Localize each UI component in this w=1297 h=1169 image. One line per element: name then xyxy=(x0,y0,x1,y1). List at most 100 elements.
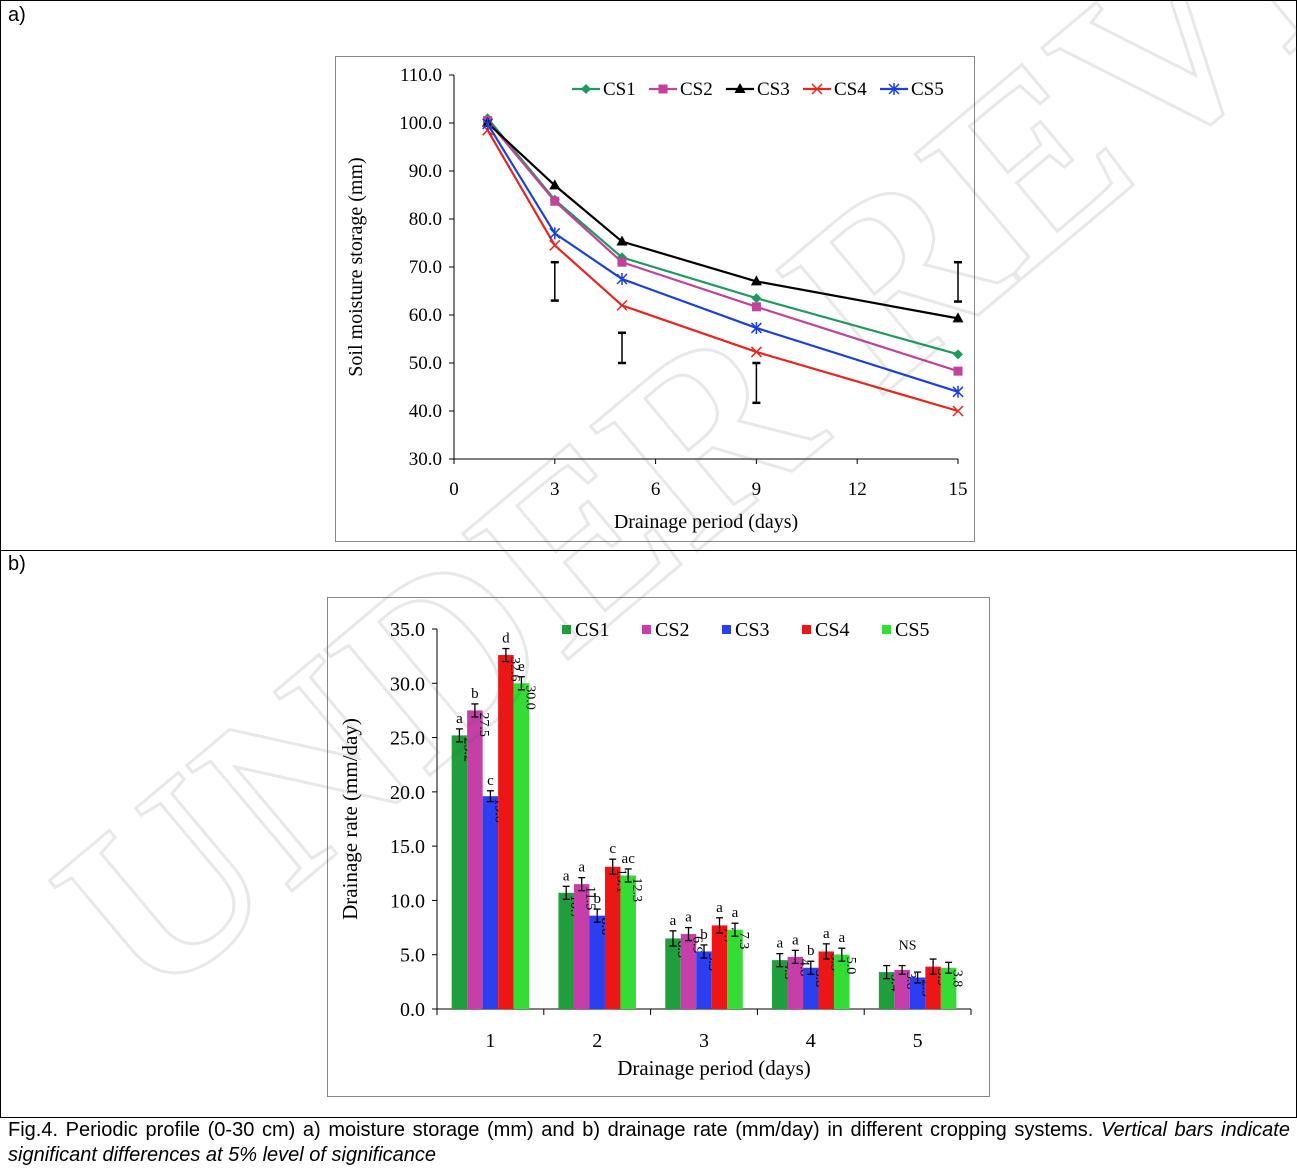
chart-a-y-tick-label: 80.0 xyxy=(409,209,442,230)
chart-b-legend-label: CS4 xyxy=(815,619,849,641)
chart-a-x-tick-label: 0 xyxy=(449,479,459,500)
panel-b-label: b) xyxy=(8,553,26,575)
chart-a-point xyxy=(616,273,628,285)
panel-a-label: a) xyxy=(8,4,26,26)
chart-b-bar-cs4 xyxy=(498,655,514,1009)
chart-a-legend-item-cs3: CS3 xyxy=(726,79,790,100)
chart-b-bar-cs5 xyxy=(940,967,957,1009)
chart-a-y-tick-label: 50.0 xyxy=(409,353,442,374)
caption-italic: Vertical bars indicate significant diffe… xyxy=(8,1119,1290,1166)
chart-b-bar-cs2 xyxy=(573,884,590,1009)
chart-a-legend-label: CS2 xyxy=(680,79,713,100)
chart-b-significance-letter: a xyxy=(732,905,739,921)
chart-b-legend-swatch xyxy=(642,625,651,634)
chart-a-point xyxy=(952,405,964,417)
chart-b-significance-letter: a xyxy=(823,926,830,942)
chart-b-bar-value-label: 11.5 xyxy=(583,886,598,910)
chart-b-bar-cs1 xyxy=(665,938,681,1009)
chart-b-group-5: 3.43.62.93.93.8NS xyxy=(878,938,965,1009)
chart-b-bar-cs5 xyxy=(727,929,743,1009)
chart-a-legend-marker xyxy=(734,83,746,93)
chart-a-significance-bar xyxy=(954,260,962,303)
chart-a-x-tick-label: 12 xyxy=(848,479,867,500)
chart-a-x-axis-title: Drainage period (days) xyxy=(614,511,798,533)
chart-a-significance-bar xyxy=(550,260,559,302)
chart-a-legend-marker xyxy=(811,83,823,95)
chart-a-y-tick-label: 110.0 xyxy=(400,65,442,86)
chart-a-point xyxy=(482,117,494,130)
chart-a-frame xyxy=(335,56,975,542)
figure-caption: Fig.4. Periodic profile (0-30 cm) a) moi… xyxy=(8,1118,1290,1168)
chart-a-point xyxy=(549,179,561,190)
chart-b-bar-cs1 xyxy=(558,892,574,1009)
chart-a-point xyxy=(952,385,964,398)
chart-b-legend: CS1 CS2 CS3 CS4 CS5 xyxy=(562,619,929,641)
chart-b-bar-cs3 xyxy=(909,977,926,1009)
chart-b-y-tick-label: 5.0 xyxy=(400,945,425,967)
chart-b-bar-cs5 xyxy=(513,683,530,1009)
chart-a-legend: CS1 CS2 CS3 CS4 CS5 xyxy=(572,79,944,100)
chart-b-bar-cs4 xyxy=(604,866,621,1009)
chart-b-legend-swatch xyxy=(562,625,571,634)
chart-b-bar-cs1 xyxy=(451,735,468,1009)
chart-b-x-tick-label: 3 xyxy=(699,1030,709,1052)
table-row-divider xyxy=(0,550,1297,551)
chart-a-legend-item-cs1: CS1 xyxy=(572,79,636,100)
chart-a-legend-item-cs2: CS2 xyxy=(649,79,713,100)
chart-a-point xyxy=(750,321,762,334)
chart-b-x-tick-label: 4 xyxy=(806,1030,816,1052)
chart-b-y-tick-label: 10.0 xyxy=(390,890,425,912)
chart-b-frame xyxy=(327,597,990,1097)
chart-a-y-tick-label: 60.0 xyxy=(409,305,442,326)
chart-a-point xyxy=(549,227,561,240)
chart-b-bar-cs3 xyxy=(803,967,819,1009)
chart-b-bar-cs2 xyxy=(787,956,804,1009)
chart-b-bar-cs3 xyxy=(589,915,605,1009)
chart-b-bar-cs5 xyxy=(834,954,850,1009)
chart-a-legend-item-cs4: CS4 xyxy=(803,79,867,100)
chart-b-bar-value-label: 7.3 xyxy=(736,932,751,950)
chart-a-legend-label: CS5 xyxy=(911,79,944,100)
chart-a-y-tick-label: 100.0 xyxy=(399,113,442,134)
chart-b-legend-item-cs1: CS1 xyxy=(562,619,609,641)
chart-a-y-tick-label: 70.0 xyxy=(409,257,442,278)
chart-b-bar-cs1 xyxy=(878,972,895,1009)
chart-b-group-4: 4.5a4.8a3.8b5.3a5.0a xyxy=(772,926,858,1009)
chart-b-legend-swatch xyxy=(882,625,891,634)
chart-b-bar-cs2 xyxy=(894,969,910,1009)
chart-a-y-tick-label: 90.0 xyxy=(409,161,442,182)
chart-a-point xyxy=(549,239,561,251)
chart-b-bar-cs1 xyxy=(772,960,788,1009)
chart-a-y-axis-title: Soil moisture storage (mm) xyxy=(345,157,367,376)
chart-b-significance-letter: c xyxy=(487,773,494,789)
chart-a-point xyxy=(750,346,762,358)
chart-b-significance-letter: a xyxy=(776,936,783,952)
chart-a-legend-marker xyxy=(888,83,900,95)
chart-b-significance-letter: c xyxy=(609,841,616,857)
chart-b-y-tick-label: 20.0 xyxy=(390,782,425,804)
chart-b-group-annotation: NS xyxy=(899,938,917,953)
chart-a-x-tick-label: 15 xyxy=(949,479,968,500)
chart-a-legend-item-cs5: CS5 xyxy=(880,79,944,100)
chart-a-point xyxy=(616,235,628,246)
chart-a-x-tick-label: 6 xyxy=(651,479,661,500)
chart-b-bar-cs4 xyxy=(925,966,941,1009)
chart-a-point xyxy=(617,257,627,267)
chart-b-significance-letter: d xyxy=(502,631,510,647)
drainage-rate-chart: 0.0 5.0 10.0 15.0 20.0 25.0 30.0 35.0 1 2 3 4 5 Drain… xyxy=(327,597,990,1097)
chart-b-legend-swatch xyxy=(802,625,811,634)
chart-b-x-axis-title: Drainage period (days) xyxy=(617,1056,811,1080)
chart-a-x-tick-label: 9 xyxy=(752,479,762,500)
chart-b-group-3: 6.5a6.9a5.3b7.7a7.3a xyxy=(665,900,751,1009)
chart-b-significance-letter: b xyxy=(807,943,815,959)
chart-b-bar-cs3 xyxy=(696,951,712,1009)
chart-b-bar-cs4 xyxy=(818,951,835,1009)
chart-b-bar-value-label: 32.6 xyxy=(507,657,522,682)
chart-b-significance-letter: a xyxy=(578,860,585,876)
chart-b-bar-cs2 xyxy=(680,934,697,1009)
chart-b-legend-label: CS2 xyxy=(655,619,689,641)
chart-b-legend-item-cs4: CS4 xyxy=(802,619,849,641)
chart-a-significance-bar xyxy=(752,361,761,405)
chart-b-legend-item-cs3: CS3 xyxy=(722,619,769,641)
chart-b-significance-letter: a xyxy=(670,913,677,929)
